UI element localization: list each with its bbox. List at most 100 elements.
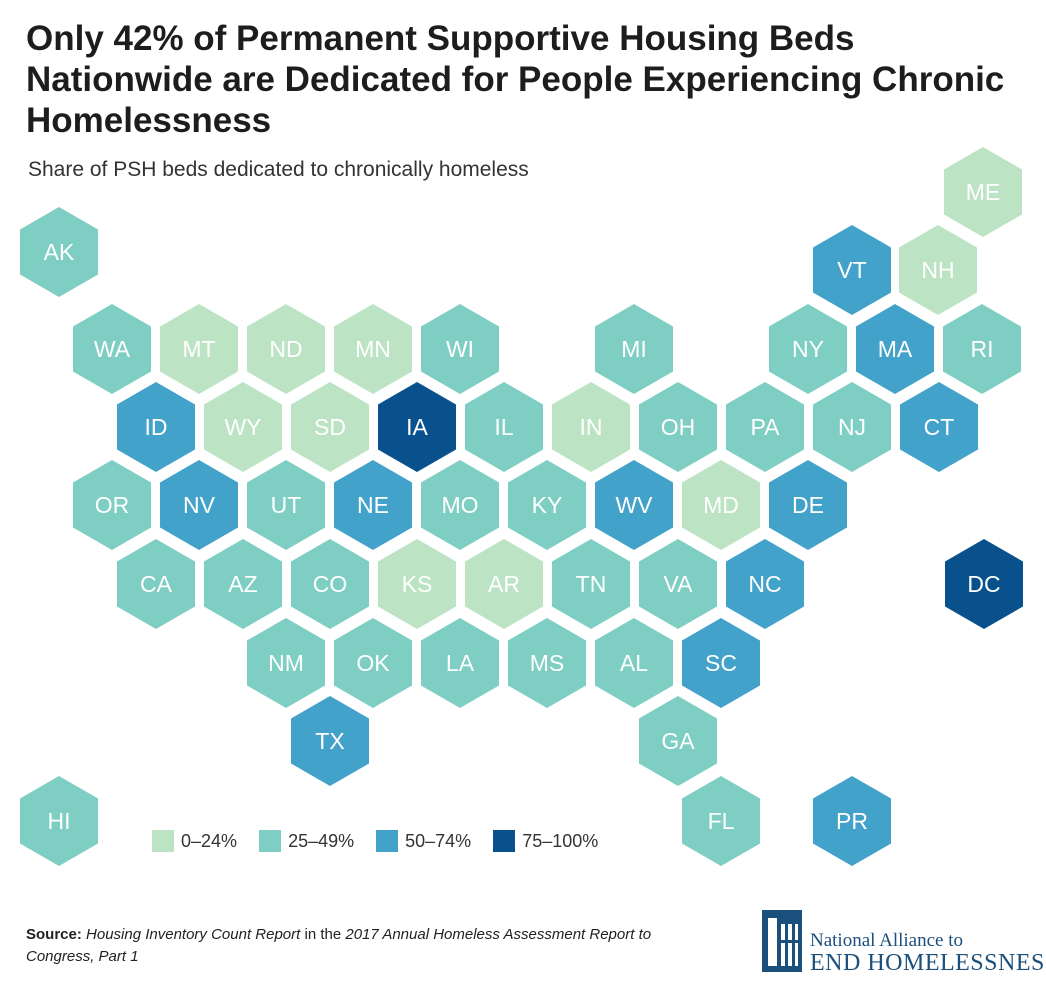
state-hex-co [291, 539, 369, 629]
state-hex-ca [117, 539, 195, 629]
state-tile-oh: OH [639, 382, 717, 472]
state-label-tx: TX [315, 728, 344, 754]
state-tile-hi: HI [20, 776, 98, 866]
legend-item-0-24: 0–24% [152, 830, 237, 852]
state-hex-nc [726, 539, 804, 629]
state-hex-oh [639, 382, 717, 472]
state-tile-ar: AR [465, 539, 543, 629]
state-hex-mo [421, 460, 499, 550]
state-tile-pr: PR [813, 776, 891, 866]
state-label-oh: OH [661, 414, 696, 440]
state-hex-ia [378, 382, 456, 472]
legend: 0–24% 25–49% 50–74% 75–100% [152, 830, 620, 852]
state-label-ca: CA [140, 571, 173, 597]
state-hex-hi [20, 776, 98, 866]
state-tile-nv: NV [160, 460, 238, 550]
state-tile-wv: WV [595, 460, 673, 550]
state-label-md: MD [703, 492, 739, 518]
state-label-ms: MS [530, 650, 565, 676]
state-hex-dc [945, 539, 1023, 629]
state-label-nj: NJ [838, 414, 866, 440]
state-tile-va: VA [639, 539, 717, 629]
state-label-sd: SD [314, 414, 346, 440]
state-label-al: AL [620, 650, 648, 676]
state-hex-fl [682, 776, 760, 866]
legend-item-50-74: 50–74% [376, 830, 471, 852]
state-tile-sd: SD [291, 382, 369, 472]
state-tile-ne: NE [334, 460, 412, 550]
state-label-ky: KY [532, 492, 563, 518]
state-hex-tx [291, 696, 369, 786]
state-hex-mi [595, 304, 673, 394]
state-label-me: ME [966, 179, 1001, 205]
state-tile-il: IL [465, 382, 543, 472]
state-tile-wy: WY [204, 382, 282, 472]
source-label: Source: [26, 926, 82, 943]
source-publication: 2017 Annual Homeless Assessment Report t… [26, 926, 652, 965]
legend-label-25-49: 25–49% [288, 830, 355, 851]
state-tile-tx: TX [291, 696, 369, 786]
state-hex-va [639, 539, 717, 629]
state-tile-mn: MN [334, 304, 412, 394]
state-label-wa: WA [94, 336, 131, 362]
state-label-mn: MN [355, 336, 391, 362]
legend-label-75-100: 75–100% [522, 830, 599, 851]
state-tile-tn: TN [552, 539, 630, 629]
state-tile-nc: NC [726, 539, 804, 629]
state-hex-pr [813, 776, 891, 866]
state-tile-nm: NM [247, 618, 325, 708]
state-label-mi: MI [621, 336, 647, 362]
state-tile-al: AL [595, 618, 673, 708]
state-hex-ut [247, 460, 325, 550]
state-tile-ak: AK [20, 207, 98, 297]
state-hex-nd [247, 304, 325, 394]
state-hex-nv [160, 460, 238, 550]
state-label-ok: OK [356, 650, 390, 676]
state-tile-wi: WI [421, 304, 499, 394]
state-label-nh: NH [921, 257, 954, 283]
state-label-tn: TN [576, 571, 607, 597]
state-label-il: IL [494, 414, 513, 440]
logo-line-2: END HOMELESSNESS [810, 950, 1046, 976]
legend-item-25-49: 25–49% [259, 830, 354, 852]
state-tile-md: MD [682, 460, 760, 550]
state-label-ks: KS [402, 571, 433, 597]
state-tile-ca: CA [117, 539, 195, 629]
legend-swatch-0-24 [152, 830, 174, 852]
state-tile-ny: NY [769, 304, 847, 394]
state-label-pr: PR [836, 808, 868, 834]
state-hex-mn [334, 304, 412, 394]
state-hex-ak [20, 207, 98, 297]
state-label-va: VA [664, 571, 694, 597]
state-label-ia: IA [406, 414, 428, 440]
legend-label-50-74: 50–74% [405, 830, 472, 851]
organization-logo: National Alliance to END HOMELESSNESS [762, 910, 1046, 980]
state-tile-ct: CT [900, 382, 978, 472]
source-connector: in the [300, 926, 346, 943]
state-label-ct: CT [924, 414, 955, 440]
state-tile-wa: WA [73, 304, 151, 394]
state-label-vt: VT [837, 257, 866, 283]
state-tile-in: IN [552, 382, 630, 472]
state-tile-or: OR [73, 460, 151, 550]
state-hex-nj [813, 382, 891, 472]
state-hex-nh [899, 225, 977, 315]
state-hex-pa [726, 382, 804, 472]
state-tile-ky: KY [508, 460, 586, 550]
state-tile-dc: DC [945, 539, 1023, 629]
state-label-dc: DC [967, 571, 1000, 597]
state-tile-vt: VT [813, 225, 891, 315]
state-label-ga: GA [661, 728, 695, 754]
source-report-name: Housing Inventory Count Report [86, 926, 301, 943]
state-hex-ny [769, 304, 847, 394]
logo-line-1: National Alliance to [810, 930, 964, 951]
state-tile-az: AZ [204, 539, 282, 629]
state-hex-sd [291, 382, 369, 472]
state-tile-ms: MS [508, 618, 586, 708]
state-tile-ut: UT [247, 460, 325, 550]
state-tile-la: LA [421, 618, 499, 708]
state-label-mo: MO [441, 492, 478, 518]
state-label-ma: MA [878, 336, 913, 362]
state-tile-ma: MA [856, 304, 934, 394]
state-tile-nj: NJ [813, 382, 891, 472]
